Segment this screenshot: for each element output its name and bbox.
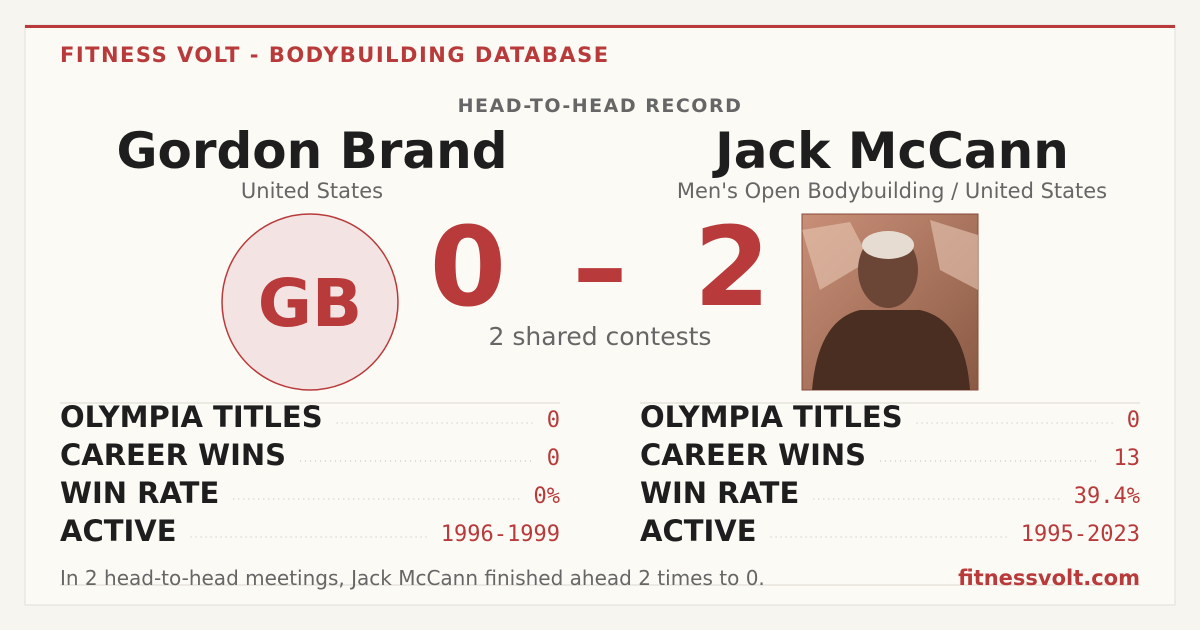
panel — [24, 24, 1176, 606]
stat-label: ACTIVE — [640, 514, 757, 548]
section-title: HEAD-TO-HEAD RECORD — [458, 95, 743, 117]
score: 0 – 2 — [430, 203, 771, 331]
stat-value: 0 — [547, 408, 560, 433]
competitor-name: Gordon Brand — [116, 122, 507, 180]
stat-value: 39.4% — [1074, 484, 1140, 509]
score-separator: – — [573, 203, 628, 331]
top-rule — [25, 25, 1175, 28]
footer-link[interactable]: fitnessvolt.com — [958, 566, 1140, 590]
stat-label: WIN RATE — [640, 476, 799, 510]
score-caption: 2 shared contests — [489, 322, 712, 351]
score-left: 0 — [430, 203, 507, 331]
stat-label: OLYMPIA TITLES — [640, 400, 903, 434]
stat-label: WIN RATE — [60, 476, 219, 510]
stat-value: 13 — [1114, 446, 1141, 471]
stat-value: 0 — [1127, 408, 1140, 433]
stat-label: CAREER WINS — [60, 438, 286, 472]
stat-value: 0 — [547, 446, 560, 471]
photo — [801, 213, 979, 391]
avatar-initials: GB — [258, 265, 362, 342]
stat-label: ACTIVE — [60, 514, 177, 548]
competitor-detail: United States — [241, 179, 383, 203]
avatar-circle — [221, 213, 399, 391]
site-title: FITNESS VOLT - BODYBUILDING DATABASE — [60, 43, 610, 67]
stat-value: 0% — [534, 484, 561, 509]
stat-value: 1996-1999 — [441, 522, 560, 547]
stat-value: 1995-2023 — [1021, 522, 1140, 547]
footer-summary: In 2 head-to-head meetings, Jack McCann … — [60, 566, 765, 590]
competitor-name: Jack McCann — [712, 122, 1069, 180]
competitor-detail: Men's Open Bodybuilding / United States — [677, 179, 1107, 203]
stat-label: CAREER WINS — [640, 438, 866, 472]
stat-label: OLYMPIA TITLES — [60, 400, 323, 434]
score-right: 2 — [694, 203, 771, 331]
